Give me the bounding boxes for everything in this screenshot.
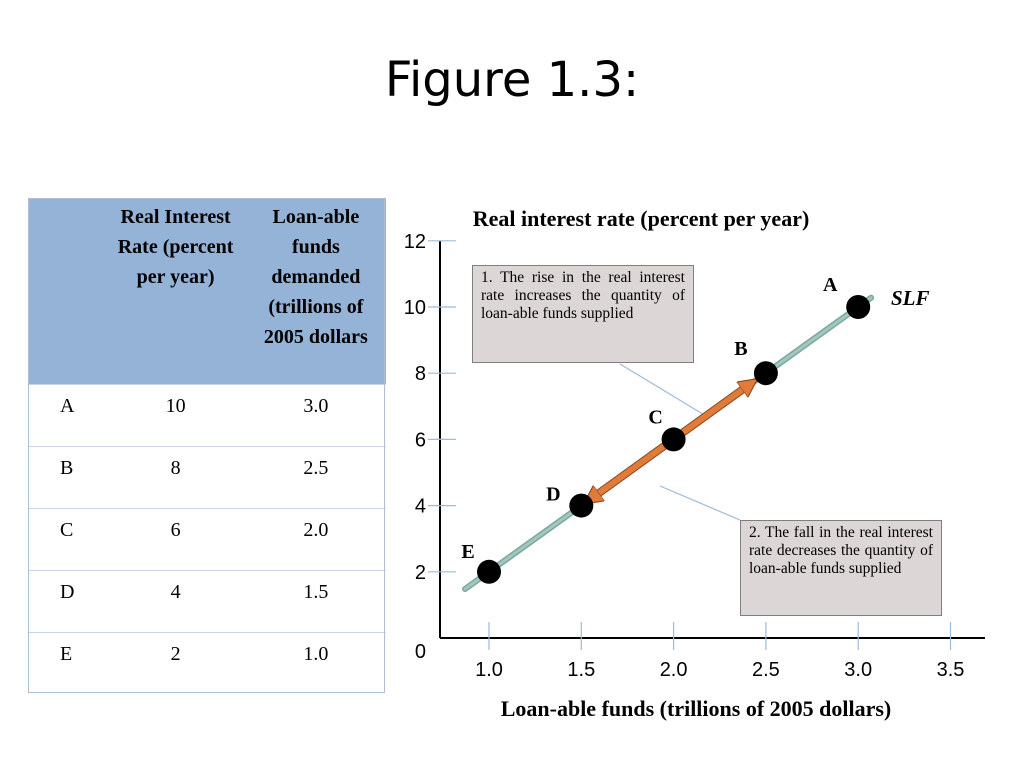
table-row: E 2 1.0 bbox=[28, 632, 386, 689]
y-tick-label: 6 bbox=[415, 429, 426, 451]
x-tick-label: 2.5 bbox=[752, 659, 780, 681]
row-rate: 6 bbox=[105, 508, 246, 571]
data-points: E D C B A bbox=[461, 274, 871, 584]
note-fall-connector bbox=[659, 485, 741, 521]
header-funds: Loan-able funds demanded (trillions of 2… bbox=[245, 198, 386, 385]
x-tick-label: 1.5 bbox=[567, 659, 595, 681]
x-tick-label: 3.5 bbox=[937, 659, 965, 681]
slf-label: SLF bbox=[891, 286, 930, 310]
note-rise: 1. The rise in the real interest rate in… bbox=[472, 265, 694, 363]
row-label: A bbox=[28, 384, 106, 447]
point-label: E bbox=[461, 541, 474, 563]
note-fall: 2. The fall in the real interest rate de… bbox=[740, 520, 942, 616]
data-point bbox=[846, 295, 871, 319]
data-table: Real Interest Rate (percent per year) Lo… bbox=[28, 198, 386, 689]
chart-title: Real interest rate (percent per year) bbox=[473, 206, 810, 231]
point-label: C bbox=[648, 406, 662, 428]
data-point bbox=[477, 559, 501, 584]
y-tick-label: 0 bbox=[415, 641, 426, 663]
table-header-row: Real Interest Rate (percent per year) Lo… bbox=[28, 198, 386, 385]
data-point bbox=[569, 493, 594, 518]
row-funds: 1.5 bbox=[245, 570, 386, 633]
row-label: C bbox=[28, 508, 106, 571]
row-rate: 10 bbox=[105, 384, 246, 447]
row-rate: 2 bbox=[105, 632, 246, 689]
point-label: B bbox=[734, 338, 747, 360]
x-tick-label: 2.0 bbox=[660, 659, 688, 681]
point-label: A bbox=[823, 274, 838, 296]
row-label: E bbox=[28, 632, 106, 689]
row-funds: 2.5 bbox=[245, 446, 386, 509]
row-funds: 2.0 bbox=[245, 508, 386, 571]
y-tick-label: 8 bbox=[415, 363, 426, 385]
row-funds: 3.0 bbox=[245, 384, 386, 447]
header-label bbox=[28, 198, 106, 385]
row-rate: 4 bbox=[105, 570, 246, 633]
ticks: 0 2 4 6 8 10 12 1.0 1.5 2.0 2.5 3.0 3.5 bbox=[404, 231, 965, 681]
table-row: C 6 2.0 bbox=[28, 508, 386, 571]
table-row: B 8 2.5 bbox=[28, 446, 386, 509]
table-row: D 4 1.5 bbox=[28, 570, 386, 633]
slide-title: Figure 1.3: bbox=[384, 52, 640, 108]
row-label: D bbox=[28, 570, 106, 633]
data-point bbox=[753, 361, 778, 386]
row-rate: 8 bbox=[105, 446, 246, 509]
y-tick-label: 12 bbox=[404, 231, 426, 253]
y-tick-label: 10 bbox=[404, 297, 426, 319]
note-rise-connector bbox=[619, 363, 707, 417]
header-rate: Real Interest Rate (percent per year) bbox=[105, 198, 246, 385]
table-row: A 10 3.0 bbox=[28, 384, 386, 447]
row-funds: 1.0 bbox=[245, 632, 386, 689]
row-label: B bbox=[28, 446, 106, 509]
x-tick-label: 1.0 bbox=[475, 659, 503, 681]
y-tick-label: 2 bbox=[415, 562, 426, 584]
x-tick-label: 3.0 bbox=[844, 659, 872, 681]
x-axis-label: Loan-able funds (trillions of 2005 dolla… bbox=[501, 696, 892, 721]
data-point bbox=[661, 427, 686, 452]
point-label: D bbox=[546, 484, 560, 506]
y-tick-label: 4 bbox=[415, 496, 426, 518]
